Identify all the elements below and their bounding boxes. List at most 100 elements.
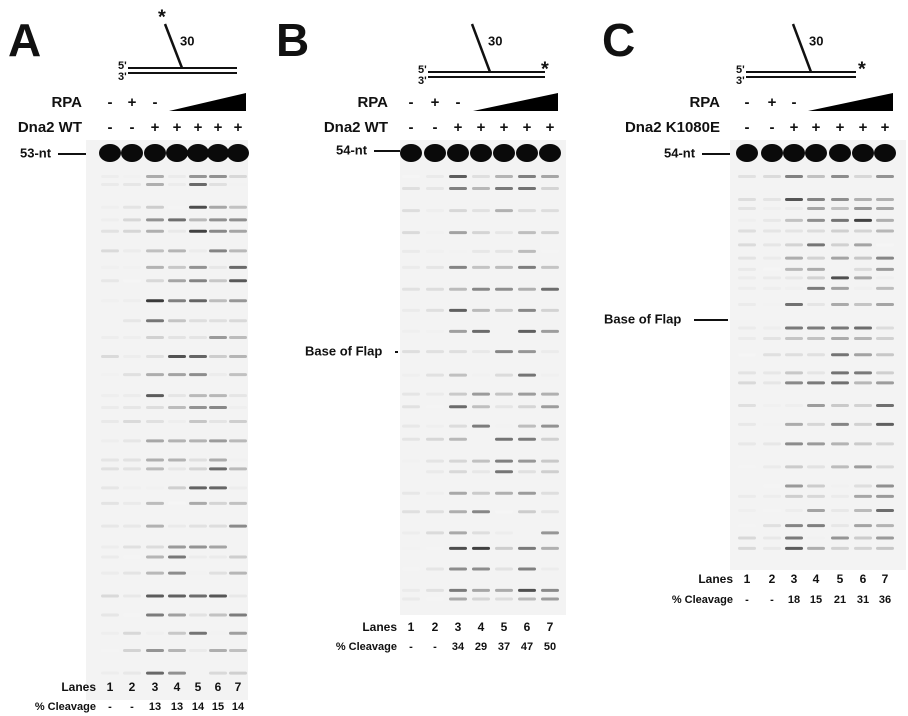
gel-band [472, 567, 490, 571]
lane-number: 7 [882, 572, 889, 586]
gel-band [495, 308, 513, 312]
gel-band [209, 354, 227, 358]
gel-band [123, 555, 141, 559]
cleavage-value: 15 [212, 701, 224, 713]
gel [86, 140, 248, 700]
gel-band [101, 613, 119, 617]
gel-band [472, 175, 490, 178]
gel-band [229, 183, 247, 187]
gel-band [400, 144, 422, 162]
gel-band [209, 501, 227, 505]
gel-band [101, 486, 119, 490]
gel-band [876, 276, 894, 280]
gel-band [146, 319, 164, 323]
gel-band [101, 671, 119, 675]
gel-band [854, 286, 872, 290]
gel-band [807, 381, 825, 385]
gel-band [807, 303, 825, 307]
gel-band [518, 491, 536, 495]
gel-band [738, 175, 756, 178]
gel-band [101, 631, 119, 635]
gel-band [831, 198, 849, 202]
gel-band [785, 494, 803, 498]
gel-band [876, 198, 894, 202]
gel-band [470, 144, 492, 162]
gel-band [541, 567, 559, 571]
gel-band [229, 613, 247, 617]
gel-band [541, 231, 559, 235]
gel-band [229, 406, 247, 410]
gel-band [402, 424, 420, 428]
gel-band [854, 546, 872, 550]
gel-band [541, 209, 559, 213]
size-marker: 54-nt [336, 142, 368, 157]
gel-band [168, 467, 186, 471]
gel-band [146, 467, 164, 471]
gel-band [518, 329, 536, 333]
gel-band [229, 458, 247, 462]
gel-band [541, 265, 559, 269]
gel-band [831, 442, 849, 446]
gel-band [472, 546, 490, 550]
gel-band [189, 205, 207, 209]
gel-band [402, 491, 420, 495]
gel-band [209, 218, 227, 222]
row-label: RPA [357, 94, 388, 111]
gel-band [763, 206, 781, 210]
gel-band [146, 458, 164, 462]
gel-band [426, 373, 444, 377]
gel-band [426, 392, 444, 396]
gel-band [189, 439, 207, 443]
label-star: * [541, 58, 549, 80]
gel-band [146, 524, 164, 528]
gel-band [146, 218, 164, 222]
gel-band [518, 470, 536, 474]
gel-band [472, 424, 490, 428]
gel-band [785, 229, 803, 233]
gel-band [123, 458, 141, 462]
gel-band [763, 353, 781, 357]
gel-band [168, 420, 186, 424]
gel-band [854, 229, 872, 233]
gel-band [426, 350, 444, 354]
gel-band [449, 287, 467, 291]
gel-band [807, 404, 825, 408]
gel-band [449, 373, 467, 377]
gel-band [854, 465, 872, 469]
lane-sign: + [523, 119, 532, 136]
gel-band [229, 671, 247, 675]
gel-band [426, 308, 444, 312]
gel-band [146, 406, 164, 410]
gel-band [426, 287, 444, 291]
gel-band [518, 265, 536, 269]
gel-band [426, 231, 444, 235]
gel-band [738, 465, 756, 469]
gel-band [209, 467, 227, 471]
gel-band [189, 613, 207, 617]
gel-band [101, 229, 119, 233]
lane-number: 6 [860, 572, 867, 586]
gel-band [209, 319, 227, 323]
gel-band [168, 555, 186, 559]
gel-band [738, 218, 756, 222]
gel-band [472, 405, 490, 409]
gel-band [123, 501, 141, 505]
gel-band [121, 144, 143, 162]
gel-band [876, 508, 894, 512]
gel-band [495, 175, 513, 178]
gel-band [831, 465, 849, 469]
lane-number: 2 [432, 620, 439, 634]
gel-band [876, 404, 894, 408]
gel-band [189, 486, 207, 490]
gel-band [123, 594, 141, 598]
gel-band [854, 422, 872, 426]
lane-sign: + [859, 119, 868, 136]
cleavage-value: - [770, 594, 774, 606]
gel-band [209, 594, 227, 598]
gel-band [229, 175, 247, 178]
gel-band [168, 545, 186, 549]
gel-band [472, 308, 490, 312]
gel-band [449, 424, 467, 428]
gel-band [123, 265, 141, 269]
gel-band [146, 265, 164, 269]
